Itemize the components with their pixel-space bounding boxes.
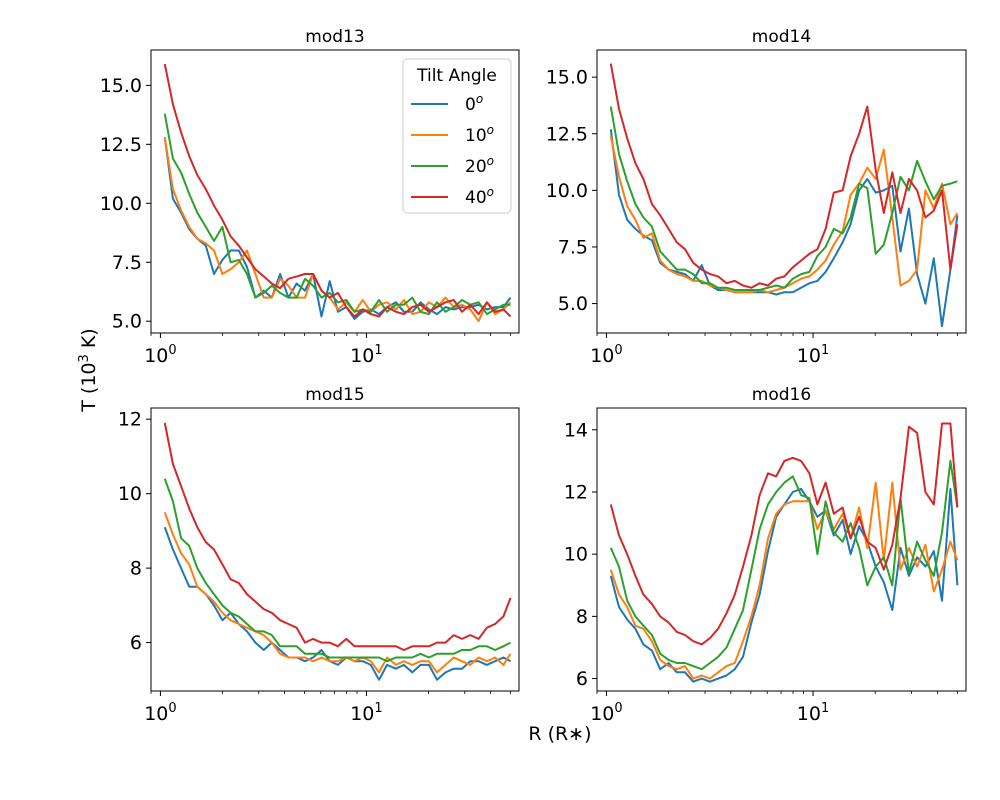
series-line-3: [163, 422, 512, 651]
x-tick-exponent: 0: [168, 701, 176, 716]
x-tick-base: 10: [350, 703, 374, 725]
x-tick-exponent: 1: [821, 343, 829, 358]
series-line-1: [163, 511, 512, 674]
figure-y-axis-label: T (103 K): [77, 328, 100, 412]
subplot-title: mod13: [305, 27, 364, 47]
plot-area: [597, 50, 966, 333]
y-label-units: K): [78, 328, 100, 354]
y-tick-label: 10: [118, 483, 142, 505]
axes-frame: [596, 407, 967, 692]
legend-label-degree: o: [487, 154, 494, 168]
legend-label: 40o: [465, 185, 494, 208]
legend-label-degree: o: [476, 92, 483, 106]
y-tick-label: 12.5: [546, 123, 588, 145]
y-tick-label: 6: [576, 668, 588, 690]
series-line-3: [609, 422, 959, 646]
legend-label: 20o: [465, 154, 494, 177]
legend-label: 10o: [465, 123, 494, 146]
x-tick-label: 100: [590, 701, 622, 725]
axes-frame: [150, 407, 520, 692]
x-tick-base: 10: [350, 345, 374, 367]
series-line-3: [163, 63, 512, 318]
series-line-2: [163, 113, 511, 316]
figure-x-axis-label: R (R∗): [528, 723, 591, 745]
y-tick-label: 5.0: [558, 293, 588, 315]
y-tick-label: 14: [564, 419, 588, 441]
y-tick-label: 8: [576, 606, 588, 628]
x-tick-exponent: 0: [168, 343, 176, 358]
subplot-title: mod14: [752, 27, 811, 47]
x-tick-label: 100: [144, 343, 176, 367]
y-tick-label: 10.0: [100, 193, 142, 215]
subplot-title: mod16: [752, 385, 811, 405]
legend-frame: [402, 58, 512, 214]
x-tick-exponent: 1: [374, 343, 382, 358]
legend-label: 0o: [465, 92, 483, 115]
legend-label-value: 10: [465, 126, 487, 146]
legend-label-value: 40: [465, 188, 487, 208]
legend-label-value: 20: [465, 157, 487, 177]
legend-label-degree: o: [487, 123, 494, 137]
y-tick-label: 7.5: [558, 236, 588, 258]
x-tick-exponent: 0: [614, 701, 622, 716]
x-tick-exponent: 0: [614, 343, 622, 358]
plot-area: [151, 408, 519, 691]
y-tick-label: 15.0: [546, 67, 588, 89]
x-tick-label: 100: [590, 343, 622, 367]
y-tick-label: 5.0: [112, 311, 142, 333]
y-tick-label: 7.5: [112, 252, 142, 274]
axes-frame: [150, 49, 520, 334]
series-line-3: [609, 63, 959, 289]
x-tick-base: 10: [144, 345, 168, 367]
subplot-title: mod15: [305, 385, 364, 405]
x-tick-label: 101: [797, 343, 829, 367]
y-tick-label: 6: [130, 632, 142, 654]
legend-label-value: 0: [465, 95, 476, 115]
y-tick-label: 10.0: [546, 180, 588, 202]
x-tick-base: 10: [144, 703, 168, 725]
x-tick-label: 101: [350, 701, 382, 725]
y-tick-label: 12: [118, 409, 142, 431]
y-label-exponent: 3: [77, 354, 92, 362]
x-tick-label: 100: [144, 701, 176, 725]
axes-frame: [596, 49, 967, 334]
x-tick-base: 10: [590, 345, 614, 367]
y-tick-label: 12.5: [100, 134, 142, 156]
series-line-2: [163, 478, 511, 663]
series-line-1: [609, 481, 959, 680]
plot-area: [597, 408, 966, 691]
y-tick-label: 15.0: [100, 75, 142, 97]
y-tick-label: 8: [130, 558, 142, 580]
legend-label-degree: o: [487, 185, 494, 199]
x-tick-label: 101: [797, 701, 829, 725]
legend-title: Tilt Angle: [416, 66, 497, 86]
y-tick-label: 10: [564, 544, 588, 566]
x-tick-base: 10: [797, 703, 821, 725]
series-line-2: [609, 106, 958, 291]
series-line-0: [163, 137, 512, 320]
x-tick-label: 101: [350, 343, 382, 367]
series-line-0: [163, 526, 511, 681]
x-tick-base: 10: [797, 345, 821, 367]
x-tick-exponent: 1: [374, 701, 382, 716]
x-tick-base: 10: [590, 703, 614, 725]
x-tick-exponent: 1: [821, 701, 829, 716]
y-tick-label: 12: [564, 481, 588, 503]
